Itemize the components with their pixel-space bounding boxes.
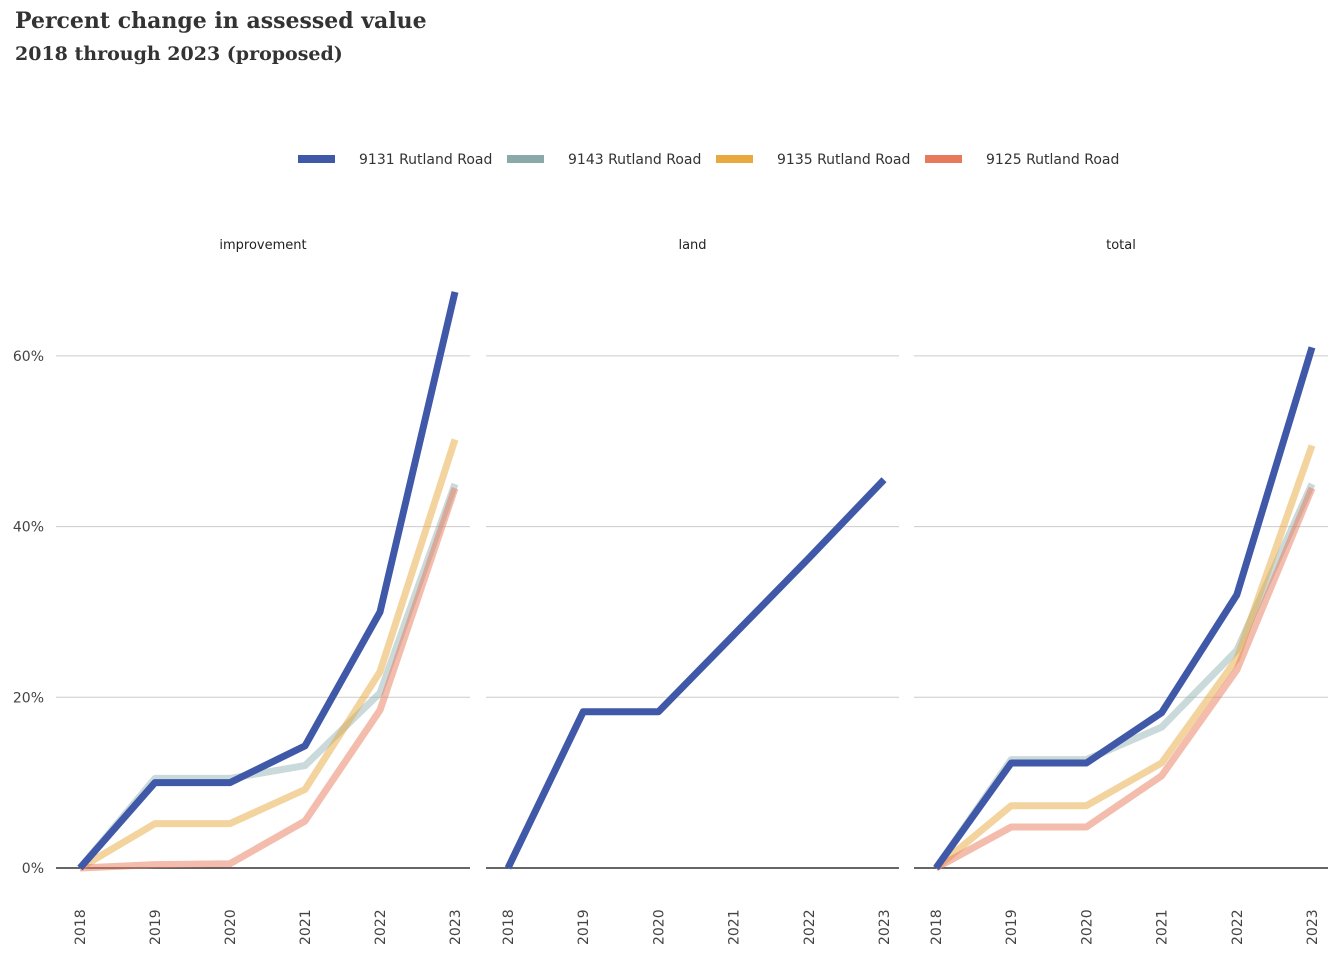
- y-tick-label: 20%: [13, 690, 44, 706]
- x-tick-label: 2023: [877, 909, 893, 945]
- legend-label-9125-rutland-road: 9125 Rutland Road: [986, 152, 1119, 168]
- legend-label-9135-rutland-road: 9135 Rutland Road: [777, 152, 910, 168]
- y-tick-label: 0%: [22, 861, 44, 877]
- series-line-improvement-9135-rutland-road: [78, 438, 459, 872]
- x-tick-label: 2020: [1079, 909, 1095, 945]
- x-tick-label: 2018: [929, 909, 945, 945]
- x-tick-label: 2021: [1155, 909, 1171, 945]
- x-tick-label: 2019: [148, 909, 164, 945]
- x-tick-label: 2022: [1230, 909, 1246, 945]
- series-line-improvement-9125-rutland-road: [79, 487, 459, 872]
- x-tick-label: 2018: [73, 909, 89, 945]
- legend-label-9143-rutland-road: 9143 Rutland Road: [568, 152, 701, 168]
- x-tick-label: 2020: [651, 909, 667, 945]
- x-tick-label: 2022: [373, 909, 389, 945]
- x-tick-label: 2023: [1305, 909, 1321, 945]
- facet-label-land: land: [678, 238, 706, 253]
- facet-label-total: total: [1106, 238, 1136, 253]
- chart-title: Percent change in assessed value: [15, 8, 427, 34]
- series-line-total-9135-rutland-road: [933, 444, 1316, 871]
- x-tick-label: 2021: [727, 909, 743, 945]
- x-tick-label: 2019: [1004, 909, 1020, 945]
- series-line-total-9125-rutland-road: [934, 486, 1316, 872]
- legend-label-9131-rutland-road: 9131 Rutland Road: [359, 152, 492, 168]
- x-tick-label: 2020: [223, 909, 239, 945]
- facet-label-improvement: improvement: [219, 238, 306, 253]
- series-line-land-9131-rutland-road: [504, 477, 887, 870]
- x-tick-label: 2018: [501, 909, 517, 945]
- y-tick-label: 60%: [13, 349, 44, 365]
- series-line-total-9131-rutland-road: [933, 346, 1316, 871]
- y-tick-label: 40%: [13, 520, 44, 536]
- x-tick-label: 2022: [802, 909, 818, 945]
- x-tick-label: 2021: [298, 909, 314, 945]
- chart-subtitle: 2018 through 2023 (proposed): [15, 43, 343, 65]
- x-tick-label: 2019: [576, 909, 592, 945]
- x-tick-label: 2023: [448, 909, 464, 945]
- series-line-improvement-9131-rutland-road: [77, 291, 459, 871]
